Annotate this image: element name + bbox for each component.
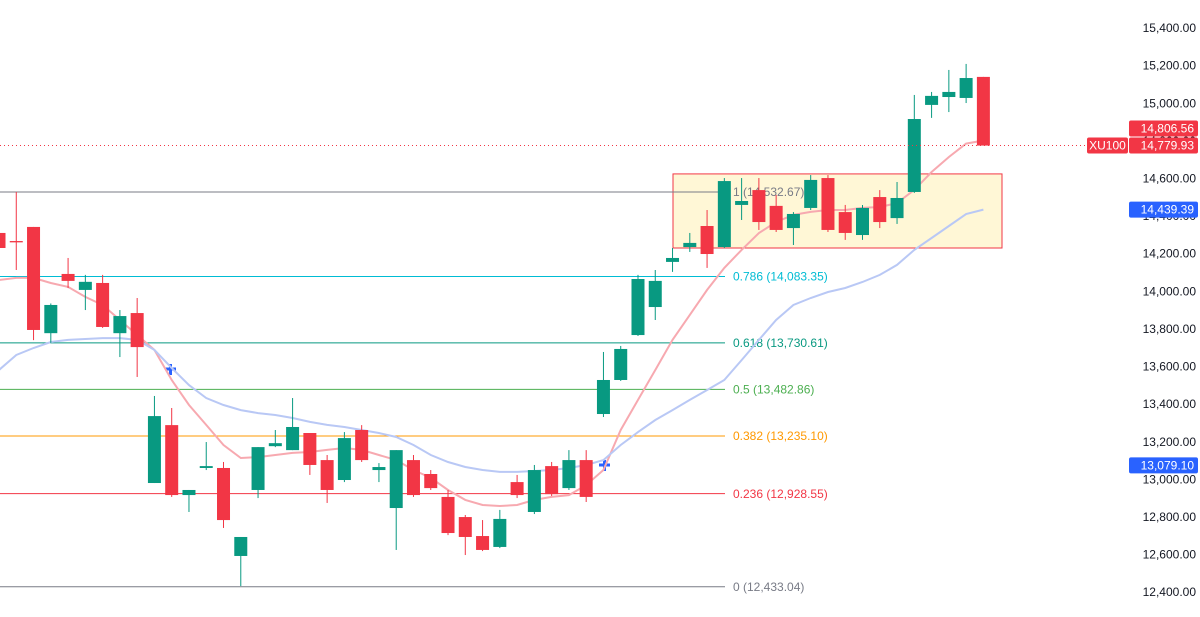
price-badge: [1129, 137, 1198, 154]
candle-body: [545, 466, 559, 495]
candle-body: [44, 304, 58, 334]
symbol-badge: [1087, 137, 1128, 154]
candle-body: [510, 482, 524, 496]
candle-body: [96, 282, 110, 327]
candle-body: [78, 281, 92, 290]
candle-body: [458, 517, 472, 537]
candle-body: [890, 197, 904, 219]
candle-body: [406, 460, 420, 496]
candle-body: [424, 473, 438, 489]
candle-body: [838, 212, 852, 233]
candle-body: [666, 257, 680, 262]
price-badge-label: 14,806.56: [1141, 122, 1195, 136]
fib-label: 0.382 (13,235.10): [733, 429, 828, 443]
candle-body: [337, 438, 351, 481]
y-tick-label: 14,000.00: [1143, 284, 1197, 298]
candle-body: [182, 489, 196, 496]
candle-body: [907, 119, 921, 192]
y-tick-label: 13,600.00: [1143, 360, 1197, 374]
candle-body: [251, 447, 265, 490]
fib-label: 1 (14,532.67): [733, 185, 804, 199]
candle-body: [976, 76, 990, 146]
candle-body: [130, 313, 144, 348]
y-tick-label: 12,600.00: [1143, 548, 1197, 562]
moving-average: [0, 208, 984, 473]
price-badge-label: 14,439.39: [1141, 203, 1195, 217]
candle-body: [0, 232, 6, 248]
candle-body: [303, 433, 317, 465]
candle-body: [527, 470, 541, 512]
candle-body: [717, 181, 731, 248]
candle-body: [683, 242, 697, 248]
price-badge-label: 13,079.10: [1141, 458, 1195, 472]
candle-body: [199, 466, 213, 468]
price-badge-label: 14,779.93: [1141, 139, 1195, 153]
candle-body: [856, 207, 869, 236]
y-tick-label: 15,000.00: [1143, 96, 1197, 110]
candle-body: [821, 178, 835, 230]
candle-body: [320, 460, 334, 490]
price-badge: [1129, 457, 1198, 474]
moving-average: [0, 139, 984, 508]
y-tick-label: 13,000.00: [1143, 472, 1197, 486]
candle-body: [700, 225, 714, 255]
candle-body: [268, 443, 282, 447]
y-tick-label: 14,200.00: [1143, 247, 1197, 261]
candle-body: [217, 467, 231, 521]
candle-body: [942, 91, 956, 98]
candle-body: [493, 518, 507, 547]
candle-body: [959, 78, 973, 98]
y-tick-label: 13,200.00: [1143, 435, 1197, 449]
candle-body: [165, 425, 179, 496]
candle-body: [441, 496, 455, 534]
candle-body: [113, 316, 127, 334]
candle-body: [735, 200, 749, 205]
candle-body: [9, 241, 23, 243]
candle-body: [752, 190, 766, 223]
symbol-label: XU100: [1089, 139, 1126, 153]
candle-body: [286, 426, 300, 451]
fib-label: 0.236 (12,928.55): [733, 487, 828, 501]
candle-body: [562, 460, 576, 489]
candle-body: [925, 95, 939, 105]
candle-body: [476, 536, 490, 550]
candle-body: [579, 460, 593, 497]
y-tick-label: 15,200.00: [1143, 59, 1197, 73]
candle-body: [631, 279, 645, 336]
candle-body: [372, 467, 386, 471]
fib-label: 0.5 (13,482.86): [733, 383, 814, 397]
candle-body: [873, 197, 887, 223]
candle-body: [234, 536, 248, 556]
price-badge: [1129, 201, 1198, 218]
candle-body: [389, 450, 403, 509]
candle-body: [147, 416, 161, 484]
fib-label: 0.618 (13,730.61): [733, 336, 828, 350]
y-tick-label: 13,800.00: [1143, 322, 1197, 336]
y-tick-label: 12,400.00: [1143, 585, 1197, 599]
y-tick-label: 15,400.00: [1143, 21, 1197, 35]
price-badge: [1129, 120, 1198, 137]
y-tick-label: 12,800.00: [1143, 510, 1197, 524]
candle-body: [786, 213, 800, 229]
candle-body: [355, 429, 369, 461]
candle-body: [804, 179, 818, 208]
candle-body: [61, 273, 75, 281]
candle-body: [27, 226, 41, 330]
y-tick-label: 13,400.00: [1143, 397, 1197, 411]
candle-body: [596, 379, 610, 415]
fib-label: 0 (12,433.04): [733, 580, 804, 594]
fib-label: 0.786 (14,083.35): [733, 270, 828, 284]
candle-body: [614, 348, 628, 380]
candle-body: [769, 205, 783, 230]
y-tick-label: 14,600.00: [1143, 172, 1197, 186]
candle-body: [648, 280, 662, 308]
